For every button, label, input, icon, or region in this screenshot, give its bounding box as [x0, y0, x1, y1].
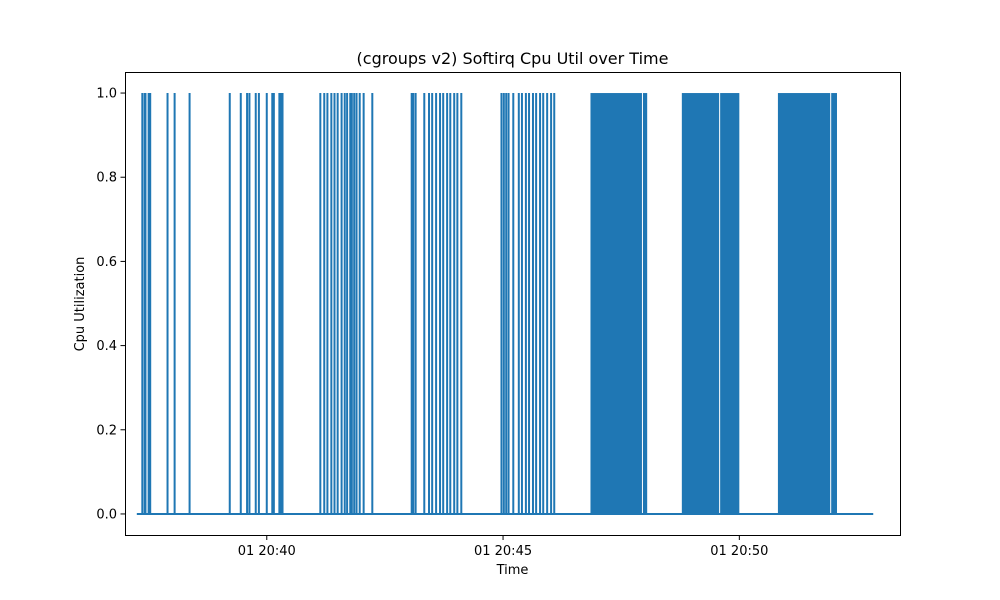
dense-spike-block — [777, 93, 837, 514]
dense-spike-block — [590, 93, 648, 514]
y-tick-label: 0.2 — [96, 423, 117, 438]
plot-frame — [125, 72, 901, 536]
dense-spike-block — [681, 93, 740, 514]
y-tick-label: 0.6 — [96, 255, 117, 270]
y-tick-label: 0.8 — [96, 171, 117, 186]
y-axis: 0.0 0.2 0.4 0.6 0.8 1.0 — [96, 87, 126, 522]
y-axis-label: Cpu Utilization — [73, 257, 88, 352]
chart-title: (cgroups v2) Softirq Cpu Util over Time — [357, 49, 669, 68]
x-tick-label: 01 20:45 — [474, 544, 532, 559]
x-axis: 01 20:40 01 20:45 01 20:50 — [238, 535, 768, 559]
y-tick-label: 0.4 — [96, 339, 117, 354]
x-tick-label: 01 20:40 — [238, 544, 296, 559]
y-tick-label: 1.0 — [96, 87, 117, 102]
x-tick-label: 01 20:50 — [710, 544, 768, 559]
y-tick-label: 0.0 — [96, 507, 117, 522]
x-axis-label: Time — [496, 563, 529, 578]
plot-area — [136, 93, 874, 515]
